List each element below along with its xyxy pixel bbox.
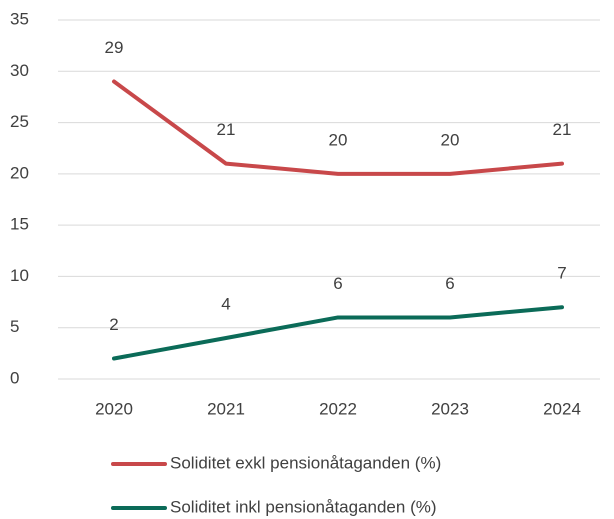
x-tick-label: 2021 <box>207 399 245 418</box>
y-tick-label: 15 <box>10 215 29 234</box>
series-line <box>112 305 564 361</box>
x-tick-label: 2020 <box>95 399 133 418</box>
legend-label: Soliditet inkl pensionåtaganden (%) <box>170 497 437 516</box>
data-label: 29 <box>105 38 124 57</box>
x-tick-label: 2023 <box>431 399 469 418</box>
x-tick-label: 2022 <box>319 399 357 418</box>
y-tick-label: 35 <box>10 9 29 28</box>
y-tick-label: 0 <box>10 368 19 387</box>
data-label: 7 <box>557 264 566 283</box>
data-label: 2 <box>109 315 118 334</box>
legend-label: Soliditet exkl pensionåtaganden (%) <box>170 453 441 472</box>
y-tick-label: 25 <box>10 112 29 131</box>
data-label: 20 <box>441 130 460 149</box>
data-label: 6 <box>445 274 454 293</box>
data-label: 6 <box>333 274 342 293</box>
y-tick-label: 5 <box>10 317 19 336</box>
y-tick-label: 10 <box>10 266 29 285</box>
data-label: 21 <box>217 120 236 139</box>
y-tick-label: 30 <box>10 61 29 80</box>
data-label: 4 <box>221 294 230 313</box>
data-label: 21 <box>553 120 572 139</box>
data-label: 20 <box>329 130 348 149</box>
x-tick-label: 2024 <box>543 399 581 418</box>
series-line <box>112 79 564 176</box>
y-tick-label: 20 <box>10 163 29 182</box>
